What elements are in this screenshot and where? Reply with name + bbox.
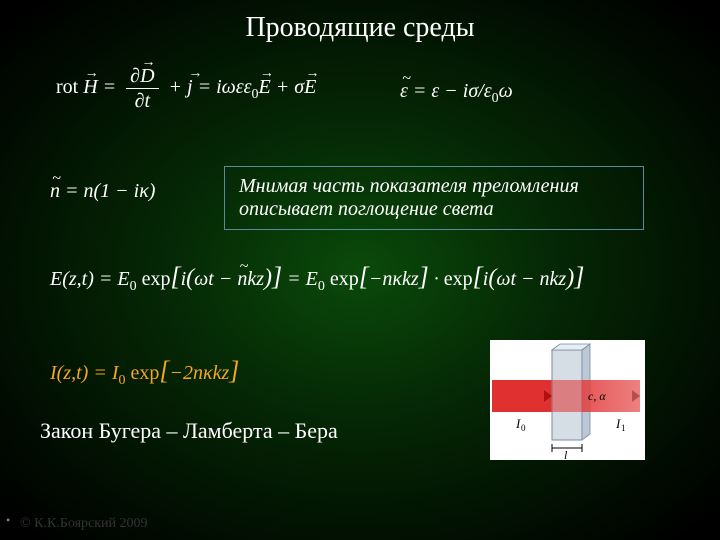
equation-efield: E(z,t) = E0 exp[i(ωt − nkz)] = E0 exp[−n… bbox=[50, 262, 584, 295]
page-title: Проводящие среды bbox=[0, 0, 720, 44]
equation-intensity: I(z,t) = I0 exp[−2nκkz] bbox=[50, 356, 239, 389]
callout-box: Мнимая часть показателя преломления опис… bbox=[224, 166, 644, 230]
beer-lambert-diagram: I 0 I 1 c, α l bbox=[490, 340, 645, 460]
callout-line2: описывает поглощение света bbox=[239, 198, 629, 221]
equation-refractive-index: n = n(1 − iκ) bbox=[50, 180, 155, 203]
svg-text:0: 0 bbox=[521, 423, 526, 433]
callout-line1: Мнимая часть показателя преломления bbox=[239, 175, 629, 198]
footer-copyright: © К.К.Боярский 2009 bbox=[20, 516, 148, 532]
equation-epsilon-tilde: ε = ε − iσ/ε0ω bbox=[400, 80, 513, 107]
equation-maxwell: rot H = ∂D∂t + j = iωεε0E + σE bbox=[56, 66, 316, 111]
bullet-icon: • bbox=[6, 513, 10, 528]
svg-text:1: 1 bbox=[621, 423, 626, 433]
svg-text:c, α: c, α bbox=[588, 389, 606, 403]
svg-text:l: l bbox=[564, 448, 568, 460]
law-label: Закон Бугера – Ламберта – Бера bbox=[40, 418, 338, 444]
